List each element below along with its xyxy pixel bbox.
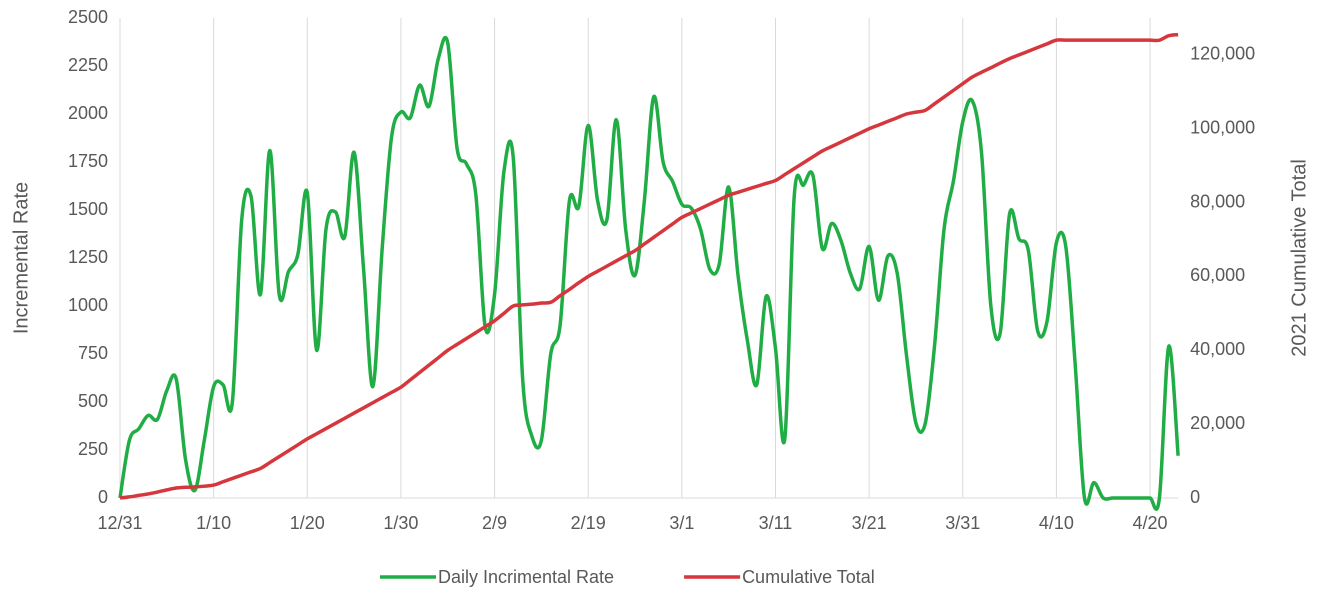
y-tick-label: 500	[78, 391, 108, 411]
y-tick-label: 2250	[68, 55, 108, 75]
y2-tick-label: 0	[1190, 487, 1200, 507]
legend-label: Daily Incrimental Rate	[438, 567, 614, 587]
y2-tick-label: 80,000	[1190, 191, 1245, 211]
y2-tick-label: 60,000	[1190, 265, 1245, 285]
y-tick-label: 0	[98, 487, 108, 507]
x-tick-label: 1/30	[383, 513, 418, 533]
x-tick-label: 4/10	[1039, 513, 1074, 533]
x-tick-label: 1/10	[196, 513, 231, 533]
x-tick-label: 12/31	[97, 513, 142, 533]
series-line	[119, 32, 1179, 500]
x-tick-label: 3/21	[852, 513, 887, 533]
series-line	[118, 35, 1180, 511]
legend-label: Cumulative Total	[742, 567, 875, 587]
y2-tick-label: 100,000	[1190, 118, 1255, 138]
y-tick-label: 250	[78, 439, 108, 459]
y-tick-label: 1250	[68, 247, 108, 267]
x-tick-label: 3/11	[759, 513, 793, 533]
y2-tick-label: 120,000	[1190, 44, 1255, 64]
y2-axis-label: 2021 Cumulative Total	[1288, 159, 1310, 357]
y-tick-label: 2000	[68, 103, 108, 123]
y-tick-label: 750	[78, 343, 108, 363]
x-tick-label: 3/1	[669, 513, 694, 533]
x-tick-label: 3/31	[945, 513, 980, 533]
y-axis-label: Incremental Rate	[10, 182, 32, 334]
y2-tick-label: 20,000	[1190, 413, 1245, 433]
x-tick-label: 2/9	[482, 513, 507, 533]
y2-tick-label: 40,000	[1190, 339, 1245, 359]
y-tick-label: 2500	[68, 7, 108, 27]
y-tick-label: 1000	[68, 295, 108, 315]
x-tick-label: 4/20	[1133, 513, 1168, 533]
x-tick-label: 2/19	[571, 513, 606, 533]
y-tick-label: 1500	[68, 199, 108, 219]
y-tick-label: 1750	[68, 151, 108, 171]
x-tick-label: 1/20	[290, 513, 325, 533]
